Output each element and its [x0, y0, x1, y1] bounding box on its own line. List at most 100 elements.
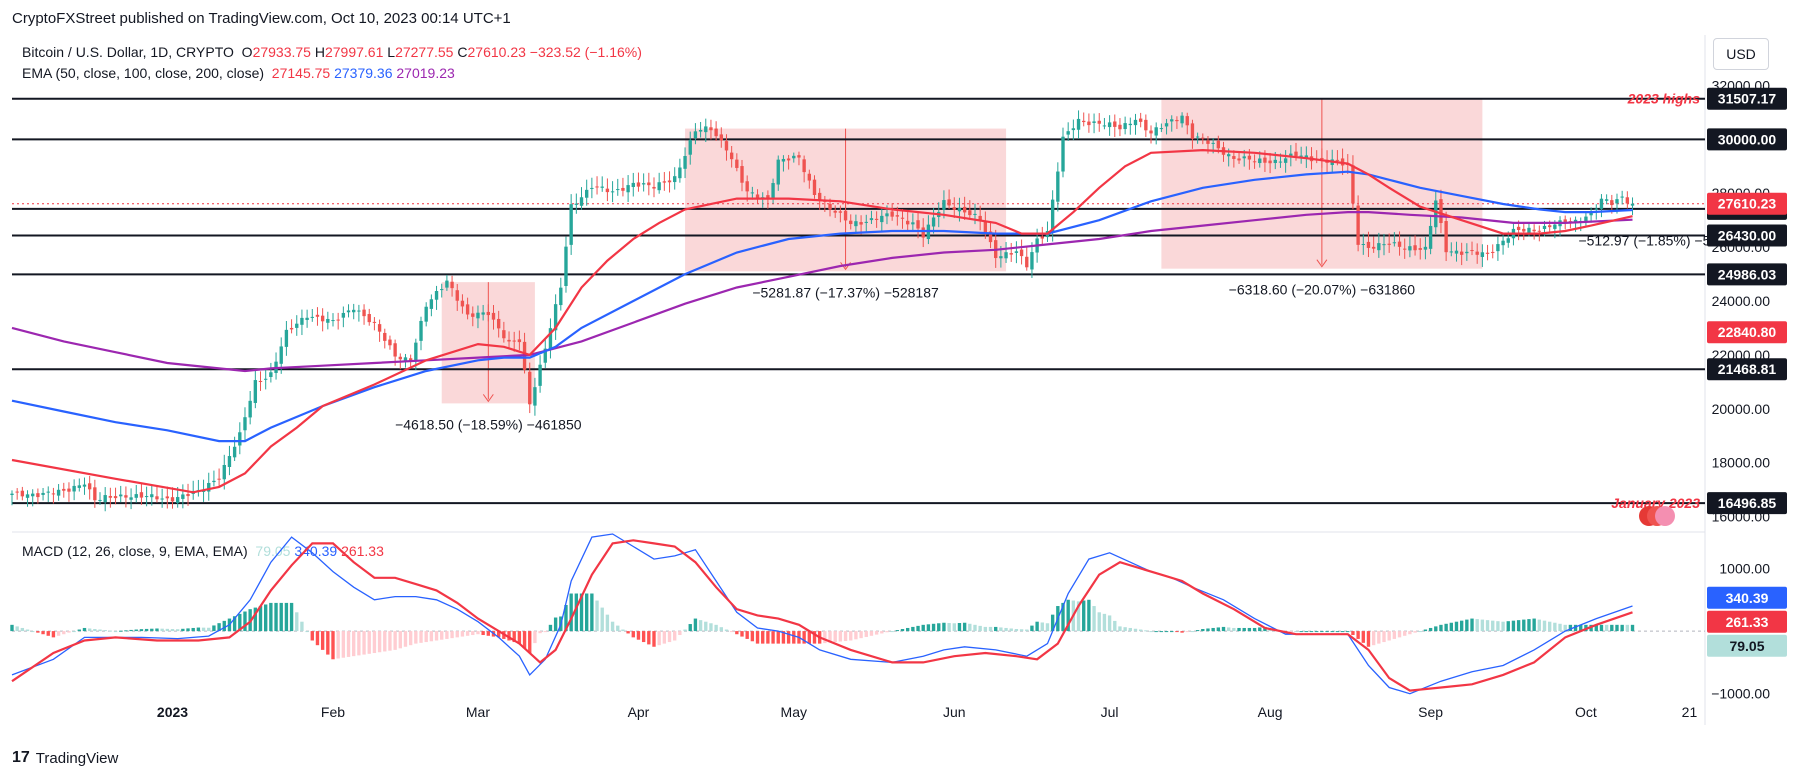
- candle-body-131: [688, 140, 692, 155]
- macd-hist-bar-292: [1522, 619, 1526, 632]
- macd-hist-bar-91: [481, 631, 485, 636]
- candle-body-79: [419, 320, 423, 341]
- macd-hist-bar-175: [916, 625, 920, 632]
- candle-body-181: [947, 199, 951, 206]
- macd-hist-bar-311: [1620, 624, 1624, 632]
- candle-body-116: [610, 191, 615, 193]
- candle-body-227: [1185, 116, 1189, 126]
- macd-hist-bar-302: [1573, 624, 1578, 632]
- candle-body-90: [476, 312, 480, 319]
- macd-hist-bar-132: [693, 618, 698, 632]
- candle-body-53: [284, 329, 289, 347]
- macd-hist-bar-51: [274, 602, 278, 632]
- macd-hist-bar-63: [336, 631, 340, 659]
- macd-hist-bar-289: [1506, 621, 1510, 632]
- candle-body-6: [41, 492, 45, 495]
- candle-body-74: [393, 343, 397, 357]
- macd-hist-bar-100: [528, 631, 532, 654]
- candle-body-218: [1138, 118, 1143, 122]
- candle-body-300: [1563, 219, 1567, 224]
- macd-hist-bar-13: [77, 629, 81, 632]
- macd-hist-bar-56: [300, 621, 304, 632]
- us-flag-icon[interactable]: [1639, 506, 1675, 526]
- macd-hist-bar-133: [698, 620, 703, 632]
- macd-hist-bar-308: [1604, 624, 1609, 632]
- level-tag-5-text: 21468.81: [1718, 361, 1777, 377]
- candle-body-54: [289, 327, 294, 330]
- currency-selector[interactable]: USD: [1713, 38, 1769, 70]
- macd-hist-bar-94: [496, 631, 501, 638]
- candle-body-81: [429, 299, 434, 309]
- macd-hist-bar-291: [1516, 620, 1521, 632]
- candle-body-242: [1263, 157, 1267, 163]
- macd-hist-bar-23: [129, 629, 133, 632]
- symbol-name[interactable]: Bitcoin / U.S. Dollar, 1D, CRYPTO: [22, 44, 234, 60]
- macd-hist-bar-160: [838, 631, 843, 642]
- open-label: O: [241, 44, 253, 60]
- candle-body-228: [1190, 123, 1195, 139]
- macd-hist-bar-65: [346, 631, 351, 657]
- candle-body-82: [434, 291, 439, 300]
- macd-hist-bar-43: [232, 616, 237, 632]
- candle-body-209: [1092, 121, 1096, 123]
- candle-body-263: [1371, 246, 1376, 249]
- macd-indicator-label[interactable]: MACD (12, 26, close, 9, EMA, EMA): [22, 543, 248, 559]
- macd-hist-bar-84: [445, 631, 449, 639]
- macd-hist-bar-164: [859, 631, 863, 639]
- candle-body-154: [807, 173, 811, 181]
- macd-hist-bar-40: [217, 623, 221, 632]
- macd-hist-bar-70: [372, 631, 377, 654]
- macd-hist-bar-197: [1030, 625, 1034, 632]
- candle-body-133: [698, 129, 703, 132]
- candle-body-94: [496, 318, 501, 329]
- macd-hist-bar-290: [1511, 620, 1516, 632]
- candle-body-212: [1107, 122, 1112, 128]
- macd-hist-bar-38: [207, 627, 211, 632]
- candle-body-118: [621, 187, 625, 191]
- candle-body-39: [212, 480, 216, 483]
- candle-body-86: [455, 290, 459, 301]
- candle-body-188: [983, 221, 988, 233]
- candle-body-279: [1454, 250, 1459, 254]
- macd-hist-bar-33: [181, 628, 185, 632]
- macd-hist-bar-89: [471, 631, 475, 636]
- macd-hist-bar-92: [486, 631, 491, 636]
- macd-hist-bar-182: [952, 623, 956, 632]
- macd-tick-0: 1000.00: [1719, 560, 1770, 576]
- macd-hist-bar-188: [983, 626, 988, 632]
- candle-body-262: [1366, 241, 1371, 248]
- macd-hist-bar-262: [1366, 631, 1371, 647]
- candle-body-18: [103, 495, 107, 503]
- candle-body-243: [1268, 160, 1272, 164]
- macd-hist-bar-15: [87, 628, 92, 632]
- candle-body-168: [880, 215, 884, 223]
- candle-body-23: [129, 497, 133, 500]
- macd-hist-bar-64: [341, 631, 346, 658]
- macd-hist-bar-237: [1237, 627, 1241, 632]
- macd-hist-bar-285: [1485, 620, 1490, 632]
- candle-body-115: [605, 188, 610, 193]
- tradingview-brand[interactable]: TradingView: [35, 749, 119, 767]
- ema-indicator-label[interactable]: EMA (50, close, 100, close, 200, close): [22, 65, 265, 81]
- macd-hist-bar-235: [1226, 627, 1231, 632]
- macd-hist-bar-48: [258, 606, 263, 632]
- macd-hist-bar-206: [1076, 601, 1081, 632]
- macd-hist-bar-50: [269, 602, 273, 632]
- candle-body-56: [300, 317, 304, 325]
- tradingview-logo-icon[interactable]: 17: [12, 749, 30, 766]
- macd-hist-bar-264: [1377, 631, 1381, 644]
- macd-hist-bar-204: [1066, 599, 1070, 632]
- candle-body-187: [978, 215, 982, 221]
- macd-hist-bar-296: [1542, 620, 1547, 632]
- price-tags: 31507.1730000.0027418.0026430.0024986.03…: [1707, 87, 1787, 657]
- macd-hist-bar-167: [874, 631, 879, 635]
- macd-hist-bar-107: [564, 604, 568, 632]
- candle-body-270: [1408, 246, 1412, 251]
- macd-hist-bar-258: [1346, 631, 1350, 633]
- macd-hist-bar-122: [641, 631, 646, 643]
- macd-hist-bar-47: [253, 607, 258, 632]
- macd-hist-bar-207: [1082, 600, 1086, 632]
- candle-body-241: [1258, 158, 1262, 164]
- candle-body-122: [641, 183, 646, 185]
